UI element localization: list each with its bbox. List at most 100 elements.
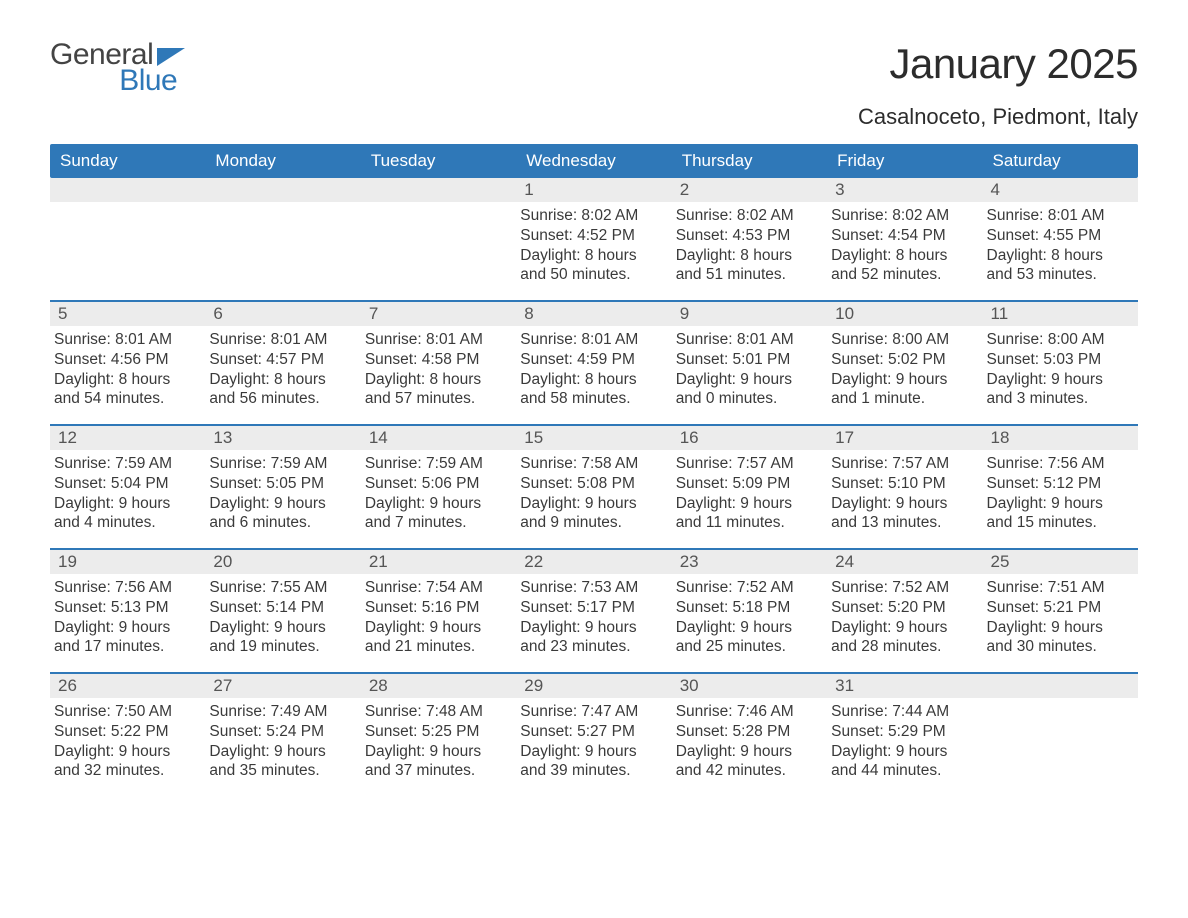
page-title: January 2025	[889, 40, 1138, 88]
sunrise-text: Sunrise: 7:51 AM	[987, 578, 1132, 598]
day-cell-empty	[50, 178, 205, 300]
sunset-text: Sunset: 5:18 PM	[676, 598, 821, 618]
day-content: Sunrise: 8:02 AMSunset: 4:53 PMDaylight:…	[672, 202, 827, 295]
day-content: Sunrise: 8:01 AMSunset: 4:58 PMDaylight:…	[361, 326, 516, 419]
day-content: Sunrise: 7:44 AMSunset: 5:29 PMDaylight:…	[827, 698, 982, 791]
sunset-text: Sunset: 5:08 PM	[520, 474, 665, 494]
daylight-line2: and 37 minutes.	[365, 761, 510, 781]
sunrise-text: Sunrise: 8:00 AM	[831, 330, 976, 350]
day-content: Sunrise: 7:59 AMSunset: 5:06 PMDaylight:…	[361, 450, 516, 543]
calendar-table: SundayMondayTuesdayWednesdayThursdayFrid…	[50, 144, 1138, 796]
daylight-line2: and 15 minutes.	[987, 513, 1132, 533]
daylight-line2: and 30 minutes.	[987, 637, 1132, 657]
day-number: 4	[983, 178, 1138, 202]
weekday-monday: Monday	[205, 144, 360, 178]
daylight-line1: Daylight: 9 hours	[520, 742, 665, 762]
logo-flag-icon	[157, 48, 185, 66]
day-number: 15	[516, 426, 671, 450]
sunset-text: Sunset: 4:59 PM	[520, 350, 665, 370]
daylight-line2: and 21 minutes.	[365, 637, 510, 657]
day-number: 18	[983, 426, 1138, 450]
daylight-line1: Daylight: 8 hours	[209, 370, 354, 390]
day-cell-empty	[361, 178, 516, 300]
daylight-line1: Daylight: 9 hours	[520, 494, 665, 514]
daylight-line2: and 58 minutes.	[520, 389, 665, 409]
sunset-text: Sunset: 5:09 PM	[676, 474, 821, 494]
daylight-line1: Daylight: 9 hours	[54, 618, 199, 638]
weeks-container: 1Sunrise: 8:02 AMSunset: 4:52 PMDaylight…	[50, 178, 1138, 796]
day-content: Sunrise: 8:02 AMSunset: 4:54 PMDaylight:…	[827, 202, 982, 295]
day-content: Sunrise: 8:01 AMSunset: 4:59 PMDaylight:…	[516, 326, 671, 419]
day-cell-empty	[205, 178, 360, 300]
day-cell: 30Sunrise: 7:46 AMSunset: 5:28 PMDayligh…	[672, 674, 827, 796]
day-content: Sunrise: 7:52 AMSunset: 5:20 PMDaylight:…	[827, 574, 982, 667]
day-number: 22	[516, 550, 671, 574]
daylight-line1: Daylight: 9 hours	[365, 618, 510, 638]
day-number: 9	[672, 302, 827, 326]
day-content: Sunrise: 7:57 AMSunset: 5:10 PMDaylight:…	[827, 450, 982, 543]
day-number: 13	[205, 426, 360, 450]
daylight-line2: and 54 minutes.	[54, 389, 199, 409]
sunrise-text: Sunrise: 8:01 AM	[676, 330, 821, 350]
daylight-line1: Daylight: 9 hours	[209, 742, 354, 762]
header: General Blue January 2025	[50, 40, 1138, 96]
daylight-line2: and 19 minutes.	[209, 637, 354, 657]
day-number-empty	[50, 178, 205, 202]
day-cell: 19Sunrise: 7:56 AMSunset: 5:13 PMDayligh…	[50, 550, 205, 672]
daylight-line2: and 17 minutes.	[54, 637, 199, 657]
sunset-text: Sunset: 5:24 PM	[209, 722, 354, 742]
day-cell: 28Sunrise: 7:48 AMSunset: 5:25 PMDayligh…	[361, 674, 516, 796]
sunset-text: Sunset: 5:02 PM	[831, 350, 976, 370]
daylight-line1: Daylight: 9 hours	[676, 742, 821, 762]
day-number: 24	[827, 550, 982, 574]
sunset-text: Sunset: 5:14 PM	[209, 598, 354, 618]
day-number: 28	[361, 674, 516, 698]
day-cell: 22Sunrise: 7:53 AMSunset: 5:17 PMDayligh…	[516, 550, 671, 672]
day-number: 29	[516, 674, 671, 698]
day-cell: 21Sunrise: 7:54 AMSunset: 5:16 PMDayligh…	[361, 550, 516, 672]
sunrise-text: Sunrise: 8:01 AM	[54, 330, 199, 350]
sunrise-text: Sunrise: 8:01 AM	[365, 330, 510, 350]
sunrise-text: Sunrise: 7:44 AM	[831, 702, 976, 722]
daylight-line1: Daylight: 9 hours	[987, 370, 1132, 390]
day-cell: 17Sunrise: 7:57 AMSunset: 5:10 PMDayligh…	[827, 426, 982, 548]
day-content: Sunrise: 7:53 AMSunset: 5:17 PMDaylight:…	[516, 574, 671, 667]
day-number: 25	[983, 550, 1138, 574]
day-cell: 10Sunrise: 8:00 AMSunset: 5:02 PMDayligh…	[827, 302, 982, 424]
weekday-tuesday: Tuesday	[361, 144, 516, 178]
daylight-line1: Daylight: 9 hours	[831, 370, 976, 390]
day-cell: 24Sunrise: 7:52 AMSunset: 5:20 PMDayligh…	[827, 550, 982, 672]
sunset-text: Sunset: 5:03 PM	[987, 350, 1132, 370]
sunset-text: Sunset: 5:27 PM	[520, 722, 665, 742]
day-number: 26	[50, 674, 205, 698]
day-content: Sunrise: 8:01 AMSunset: 4:56 PMDaylight:…	[50, 326, 205, 419]
sunrise-text: Sunrise: 8:00 AM	[987, 330, 1132, 350]
sunrise-text: Sunrise: 7:55 AM	[209, 578, 354, 598]
day-number-empty	[361, 178, 516, 202]
sunset-text: Sunset: 5:22 PM	[54, 722, 199, 742]
daylight-line2: and 25 minutes.	[676, 637, 821, 657]
daylight-line1: Daylight: 9 hours	[987, 494, 1132, 514]
sunset-text: Sunset: 4:55 PM	[987, 226, 1132, 246]
sunrise-text: Sunrise: 7:59 AM	[365, 454, 510, 474]
day-number-empty	[983, 674, 1138, 698]
day-content: Sunrise: 7:52 AMSunset: 5:18 PMDaylight:…	[672, 574, 827, 667]
daylight-line2: and 52 minutes.	[831, 265, 976, 285]
day-content: Sunrise: 8:01 AMSunset: 5:01 PMDaylight:…	[672, 326, 827, 419]
day-number: 5	[50, 302, 205, 326]
sunset-text: Sunset: 4:58 PM	[365, 350, 510, 370]
daylight-line2: and 56 minutes.	[209, 389, 354, 409]
daylight-line2: and 23 minutes.	[520, 637, 665, 657]
daylight-line1: Daylight: 9 hours	[209, 494, 354, 514]
day-cell: 27Sunrise: 7:49 AMSunset: 5:24 PMDayligh…	[205, 674, 360, 796]
weekday-friday: Friday	[827, 144, 982, 178]
day-content: Sunrise: 7:47 AMSunset: 5:27 PMDaylight:…	[516, 698, 671, 791]
day-content: Sunrise: 8:01 AMSunset: 4:55 PMDaylight:…	[983, 202, 1138, 295]
daylight-line1: Daylight: 9 hours	[365, 742, 510, 762]
daylight-line2: and 6 minutes.	[209, 513, 354, 533]
sunrise-text: Sunrise: 7:49 AM	[209, 702, 354, 722]
sunset-text: Sunset: 5:16 PM	[365, 598, 510, 618]
sunrise-text: Sunrise: 7:47 AM	[520, 702, 665, 722]
day-cell: 26Sunrise: 7:50 AMSunset: 5:22 PMDayligh…	[50, 674, 205, 796]
sunset-text: Sunset: 5:05 PM	[209, 474, 354, 494]
